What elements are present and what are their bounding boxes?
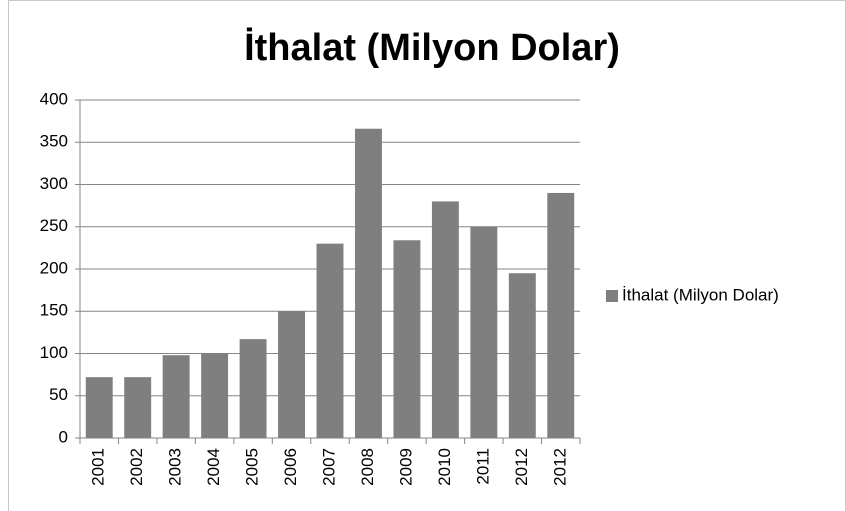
x-tick-label: 2001 bbox=[89, 448, 108, 486]
bar bbox=[355, 128, 382, 439]
x-tick-label: 2012 bbox=[512, 448, 531, 486]
y-tick-label: 0 bbox=[59, 427, 68, 446]
x-tick-label: 2006 bbox=[281, 448, 300, 486]
bar bbox=[393, 240, 421, 438]
bar bbox=[470, 226, 498, 438]
x-tick-label: 2004 bbox=[204, 448, 223, 486]
bar bbox=[239, 339, 267, 438]
x-tick-label: 2009 bbox=[396, 448, 415, 486]
bar bbox=[508, 273, 536, 438]
y-tick-label: 100 bbox=[40, 343, 68, 362]
x-tick-label: 2003 bbox=[166, 448, 185, 486]
x-tick-label: 2007 bbox=[319, 448, 338, 486]
x-tick-label: 2012 bbox=[550, 448, 569, 486]
y-tick-label: 50 bbox=[49, 385, 68, 404]
y-tick-label: 300 bbox=[40, 174, 68, 193]
bar bbox=[162, 355, 190, 438]
y-tick-label: 350 bbox=[40, 132, 68, 151]
bar bbox=[278, 311, 305, 438]
x-tick-label: 2002 bbox=[127, 448, 146, 486]
bar bbox=[124, 377, 152, 438]
bar bbox=[431, 201, 459, 438]
y-tick-label: 250 bbox=[40, 216, 68, 235]
legend-label: İthalat (Milyon Dolar) bbox=[622, 285, 779, 304]
bar bbox=[547, 192, 575, 438]
y-tick-label: 200 bbox=[40, 258, 68, 277]
bar bbox=[316, 243, 344, 438]
x-tick-label: 2010 bbox=[435, 448, 454, 486]
x-tick-label: 2008 bbox=[358, 448, 377, 486]
y-tick-label: 400 bbox=[40, 89, 68, 108]
x-tick-label: 2005 bbox=[243, 448, 262, 486]
y-tick-label: 150 bbox=[40, 301, 68, 320]
legend-swatch bbox=[606, 290, 618, 302]
x-tick-label: 2011 bbox=[473, 448, 492, 485]
bar bbox=[201, 353, 229, 438]
bar bbox=[85, 377, 113, 438]
chart-title: İthalat (Milyon Dolar) bbox=[244, 27, 620, 69]
